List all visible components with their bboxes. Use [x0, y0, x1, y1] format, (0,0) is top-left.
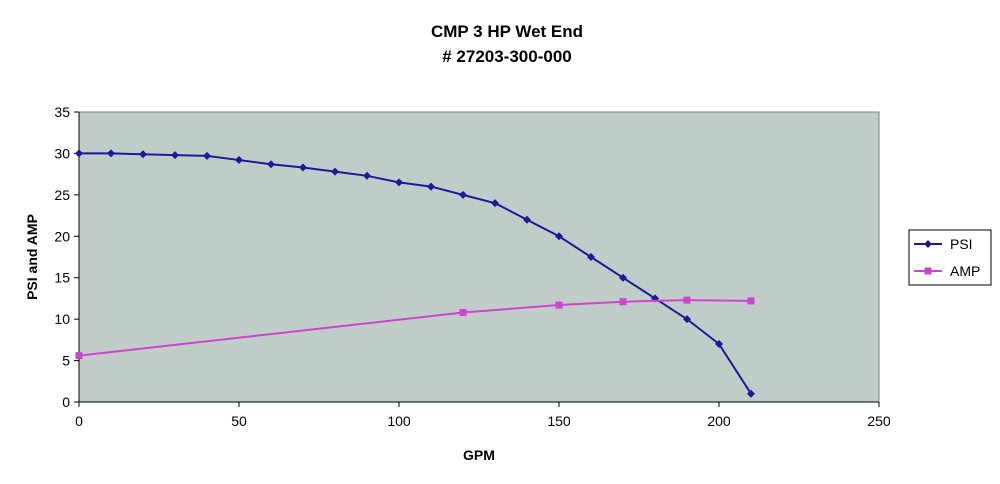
y-tick-label: 30: [54, 145, 70, 161]
x-tick-label: 0: [75, 413, 83, 429]
amp-point: [75, 352, 83, 360]
psi-point: [491, 199, 499, 208]
chart-title: CMP 3 HP Wet End: [431, 22, 583, 41]
psi-point: [427, 182, 435, 191]
y-tick-label: 10: [54, 311, 70, 327]
psi-point: [619, 273, 627, 282]
psi-point: [715, 340, 723, 348]
psi-point: [683, 315, 691, 324]
psi-point: [555, 232, 563, 241]
legend-label-amp: AMP: [950, 263, 980, 279]
x-axis: 0 50 100 150 200 250: [75, 401, 891, 429]
y-tick-label: 15: [54, 270, 70, 286]
psi-point: [107, 149, 115, 158]
legend: PSI AMP: [908, 229, 992, 286]
y-tick-label: 35: [54, 104, 70, 120]
amp-point: [459, 309, 467, 317]
y-tick-label: 25: [54, 187, 70, 203]
psi-point: [235, 156, 243, 165]
x-tick-label: 250: [867, 413, 891, 429]
psi-point: [75, 149, 83, 158]
y-tick-label: 0: [62, 394, 70, 410]
amp-point: [683, 296, 691, 304]
legend-marker-psi: [924, 240, 932, 248]
legend-box: [908, 229, 992, 286]
psi-point: [267, 160, 275, 169]
x-tick-label: 100: [387, 413, 411, 429]
y-tick-label: 5: [62, 353, 70, 369]
legend-marker-amp: [924, 267, 932, 275]
x-tick-label: 50: [231, 413, 247, 429]
psi-point: [747, 389, 755, 398]
psi-point: [587, 253, 595, 261]
psi-point: [459, 190, 467, 199]
psi-point: [363, 171, 371, 180]
psi-point: [331, 167, 339, 176]
amp-point: [555, 301, 563, 309]
y-tick-label: 20: [54, 228, 70, 244]
amp-point: [747, 297, 755, 305]
psi-point: [139, 150, 147, 159]
psi-point: [523, 215, 531, 224]
psi-point: [395, 178, 403, 187]
plot-area: [78, 111, 880, 403]
psi-point: [171, 151, 179, 160]
amp-line: [78, 299, 752, 357]
x-axis-title: GPM: [463, 447, 495, 463]
x-tick-label: 200: [707, 413, 731, 429]
psi-point: [203, 151, 211, 160]
y-axis: 0 5 10 15 20 25 30 35: [54, 104, 80, 410]
x-tick-label: 150: [547, 413, 571, 429]
psi-point: [299, 163, 307, 172]
amp-series: [75, 296, 755, 360]
y-axis-title: PSI and AMP: [24, 214, 40, 300]
psi-series: [75, 149, 755, 398]
series-layer: [75, 149, 755, 398]
legend-label-psi: PSI: [950, 236, 973, 252]
chart-subtitle: # 27203-300-000: [442, 47, 572, 66]
amp-point: [619, 298, 627, 306]
psi-line: [79, 152, 752, 395]
